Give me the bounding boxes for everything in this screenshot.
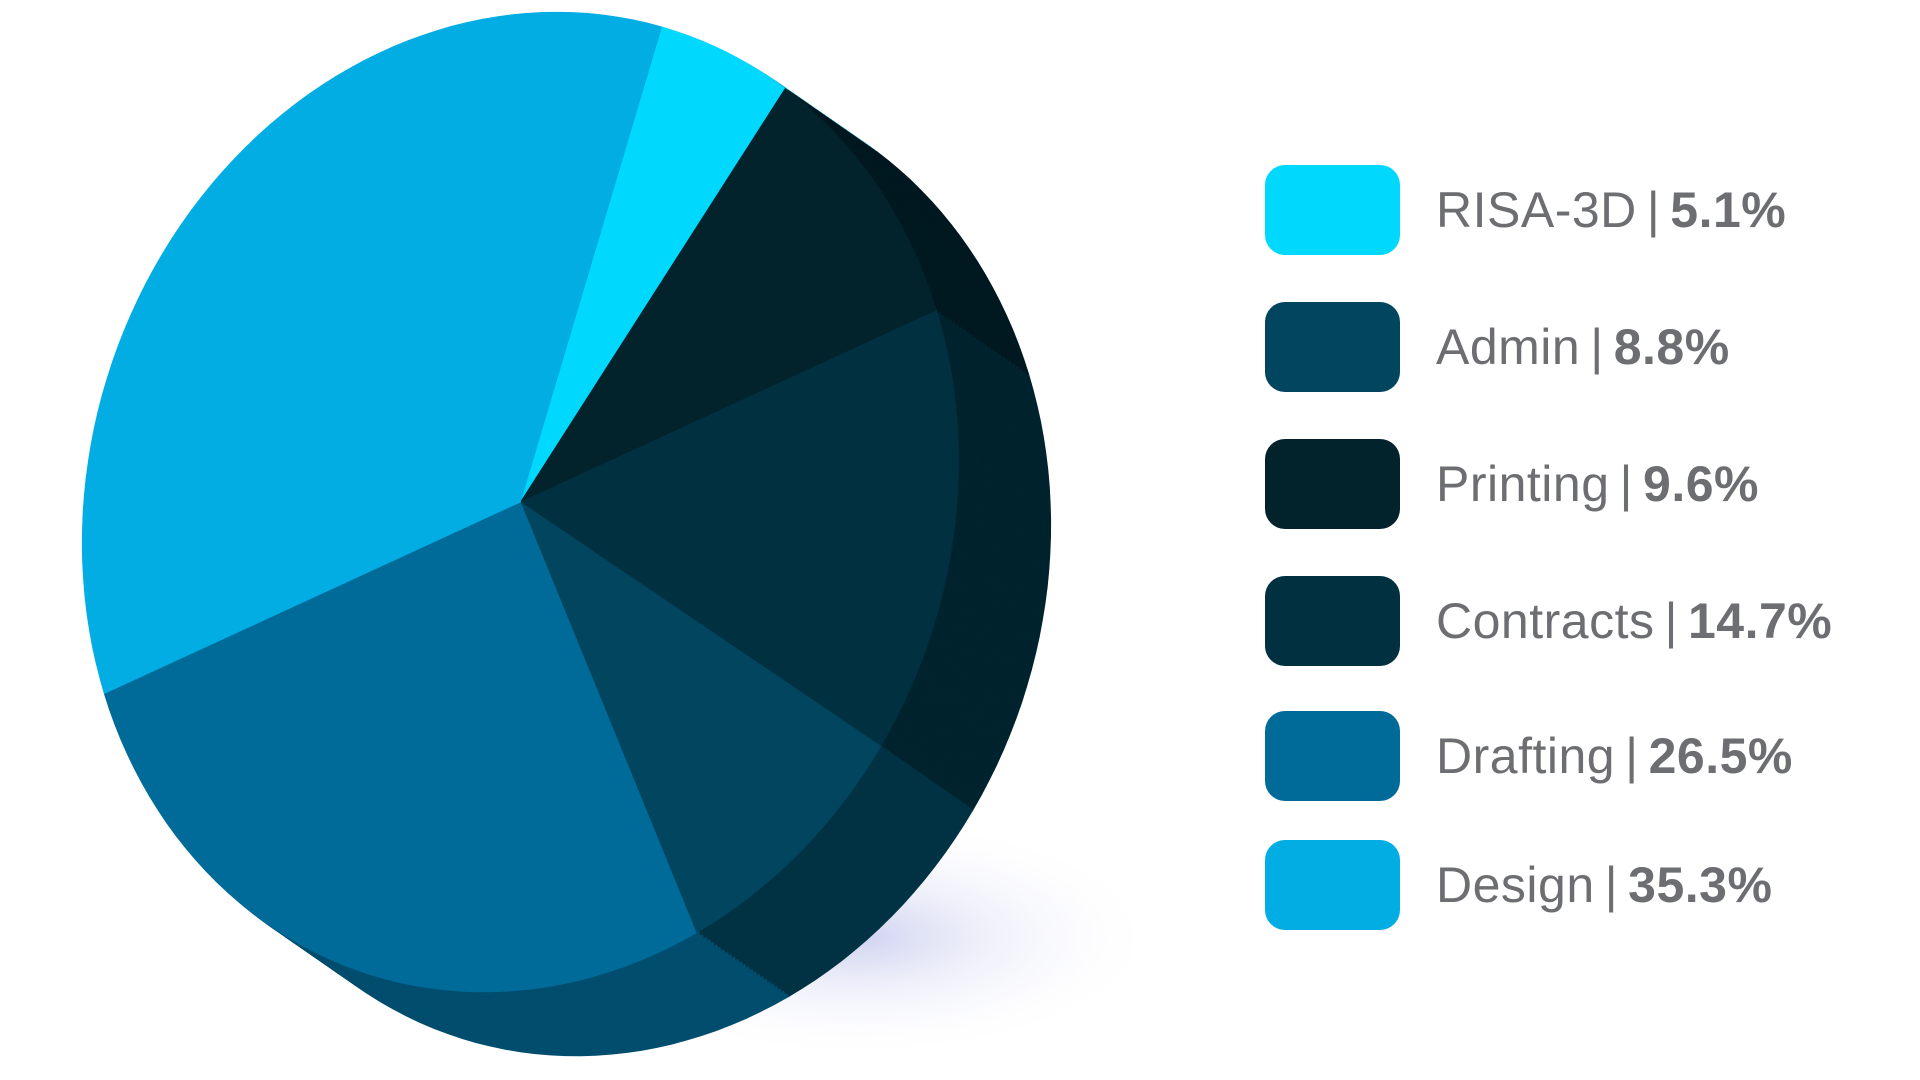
legend-separator: | [1590, 319, 1604, 375]
legend-text: RISA-3D | 5.1% [1436, 180, 1786, 240]
legend-separator: | [1664, 593, 1678, 649]
legend-value: 9.6% [1643, 456, 1759, 512]
pie-slice-risa-3d [520, 26, 786, 503]
legend-swatch [1265, 576, 1400, 666]
legend-separator: | [1604, 857, 1619, 913]
legend-value: 35.3% [1628, 857, 1773, 913]
legend-label: Printing [1436, 456, 1610, 512]
legend-label: Admin [1436, 319, 1581, 375]
legend-text: Admin | 8.8% [1436, 317, 1730, 377]
pie-slice-contracts [519, 309, 959, 747]
legend-text: Design | 35.3% [1436, 855, 1772, 915]
legend-item: Drafting | 26.5% [1265, 711, 1793, 801]
pie-top-face [81, 11, 959, 993]
legend-item: Contracts | 14.7% [1265, 576, 1832, 666]
legend-value: 8.8% [1613, 319, 1730, 375]
legend-value: 5.1% [1670, 182, 1787, 238]
legend-swatch [1265, 302, 1400, 392]
legend-text: Contracts | 14.7% [1436, 591, 1832, 651]
legend-separator: | [1646, 182, 1661, 238]
pie-slice-drafting [103, 501, 697, 993]
legend-swatch [1265, 439, 1400, 529]
legend-text: Drafting | 26.5% [1436, 726, 1793, 786]
legend-item: Printing | 9.6% [1265, 439, 1759, 529]
legend-label: Design [1436, 857, 1595, 913]
pie-slice-design [81, 11, 663, 695]
legend-value: 26.5% [1648, 728, 1793, 784]
legend-swatch [1265, 165, 1400, 255]
legend-separator: | [1619, 456, 1634, 512]
legend-swatch [1265, 840, 1400, 930]
legend-swatch [1265, 711, 1400, 801]
pie-slice-printing [519, 87, 937, 503]
legend-item: Design | 35.3% [1265, 840, 1772, 930]
legend-value: 14.7% [1687, 593, 1833, 649]
legend-item: Admin | 8.8% [1265, 302, 1730, 392]
legend-label: Drafting [1436, 728, 1616, 784]
legend-separator: | [1625, 728, 1639, 784]
pie-slice-admin [519, 501, 882, 934]
legend-label: Contracts [1436, 593, 1655, 649]
legend-label: RISA-3D [1436, 182, 1637, 238]
legend-item: RISA-3D | 5.1% [1265, 165, 1786, 255]
legend-text: Printing | 9.6% [1436, 454, 1759, 514]
